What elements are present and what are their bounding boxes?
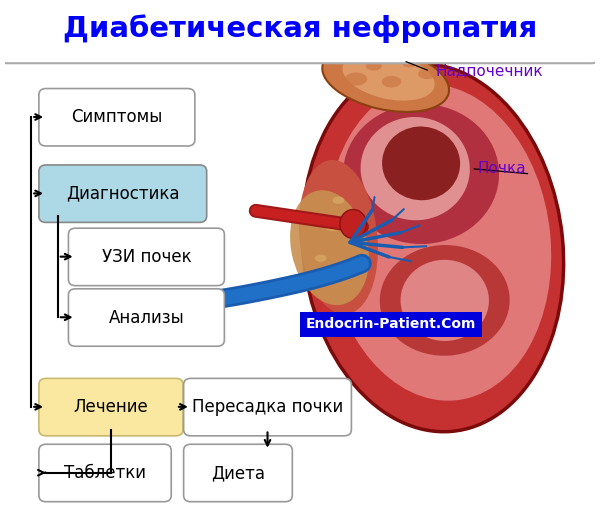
Ellipse shape <box>299 160 378 315</box>
Ellipse shape <box>340 209 367 238</box>
Text: УЗИ почек: УЗИ почек <box>101 248 191 266</box>
Text: Надпочечник: Надпочечник <box>436 64 544 79</box>
Ellipse shape <box>302 64 563 432</box>
Ellipse shape <box>325 222 340 231</box>
Ellipse shape <box>326 84 551 401</box>
Text: Лечение: Лечение <box>74 398 148 416</box>
Text: Анализы: Анализы <box>109 308 184 327</box>
Ellipse shape <box>339 266 350 272</box>
Ellipse shape <box>343 52 435 101</box>
Text: Почка: Почка <box>477 161 526 176</box>
Text: Endocrin-Patient.Com: Endocrin-Patient.Com <box>306 317 476 331</box>
Ellipse shape <box>382 126 460 200</box>
FancyBboxPatch shape <box>184 378 352 436</box>
Text: Пересадка почки: Пересадка почки <box>192 398 343 416</box>
Ellipse shape <box>361 117 470 220</box>
FancyBboxPatch shape <box>39 165 206 222</box>
Ellipse shape <box>418 69 436 79</box>
Ellipse shape <box>290 190 369 305</box>
Ellipse shape <box>310 213 320 219</box>
Ellipse shape <box>343 104 499 244</box>
FancyBboxPatch shape <box>0 0 600 63</box>
Ellipse shape <box>322 46 449 112</box>
Text: Диагностика: Диагностика <box>66 184 179 203</box>
Ellipse shape <box>402 59 416 67</box>
Text: Диета: Диета <box>211 464 265 482</box>
Ellipse shape <box>315 255 326 262</box>
Ellipse shape <box>332 197 344 204</box>
FancyBboxPatch shape <box>68 228 224 286</box>
Text: Таблетки: Таблетки <box>64 464 146 482</box>
Ellipse shape <box>380 245 509 356</box>
Ellipse shape <box>382 76 401 87</box>
FancyBboxPatch shape <box>39 378 183 436</box>
Ellipse shape <box>366 61 382 71</box>
FancyBboxPatch shape <box>39 444 171 502</box>
FancyBboxPatch shape <box>68 289 224 346</box>
Text: Диабетическая нефропатия: Диабетическая нефропатия <box>63 15 537 43</box>
Ellipse shape <box>401 260 489 341</box>
Ellipse shape <box>345 72 367 85</box>
Text: Симптомы: Симптомы <box>71 108 163 126</box>
FancyBboxPatch shape <box>184 444 292 502</box>
FancyBboxPatch shape <box>39 89 195 146</box>
